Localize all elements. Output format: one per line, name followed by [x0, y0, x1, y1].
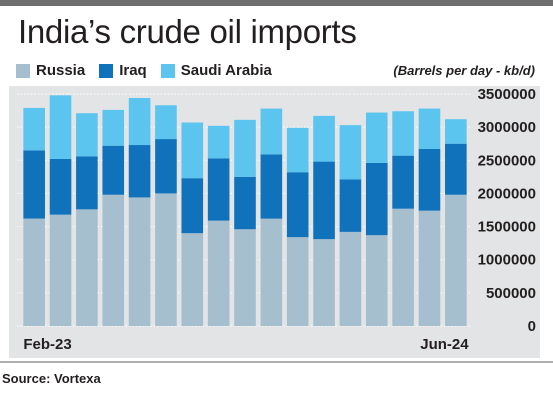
- x-tick-label: Feb-23: [23, 336, 71, 353]
- unit-note: (Barrels per day - kb/d): [393, 63, 535, 78]
- top-rule: [0, 0, 553, 6]
- bar-russia-may-23: [102, 194, 125, 326]
- bar-iraq-jun-24: [445, 143, 467, 195]
- bar-iraq-aug-23: [181, 178, 204, 234]
- bar-saudi-arabia-sep-23: [207, 125, 230, 159]
- y-tick-label: 0: [528, 318, 536, 335]
- legend-label-saudi-arabia: Saudi Arabia: [180, 62, 272, 79]
- legend-item-russia: Russia: [16, 62, 85, 79]
- bar-iraq-mar-24: [365, 162, 388, 236]
- legend-swatch-saudi-arabia: [160, 63, 175, 78]
- bar-russia-nov-23: [260, 218, 283, 326]
- bar-iraq-dec-23: [286, 172, 309, 238]
- bar-russia-sep-23: [207, 220, 230, 326]
- bar-russia-aug-23: [181, 233, 204, 326]
- legend-item-saudi-arabia: Saudi Arabia: [160, 62, 272, 79]
- bar-saudi-arabia-apr-24: [392, 111, 414, 156]
- bar-russia-jan-24: [313, 239, 335, 326]
- bar-russia-jul-23: [155, 193, 177, 326]
- y-axis-ticks: 0 500000 1000000 1500000 2000000 2500000 30000…: [478, 86, 536, 335]
- bar-russia-jun-24: [445, 194, 467, 326]
- bar-saudi-arabia-may-24: [418, 108, 441, 150]
- legend-swatch-iraq: [99, 63, 114, 78]
- bar-iraq-mar-23: [49, 158, 72, 215]
- y-tick-label: 1500000: [478, 219, 536, 236]
- legend-label-russia: Russia: [36, 62, 86, 79]
- y-tick-label: 3500000: [478, 86, 536, 103]
- y-tick-label: 1000000: [478, 252, 536, 269]
- y-tick-label: 2500000: [478, 152, 536, 169]
- bar-iraq-feb-24: [339, 179, 362, 232]
- y-tick-label: 500000: [486, 285, 536, 302]
- bar-russia-feb-24: [339, 231, 362, 326]
- legend-label-iraq: Iraq: [119, 62, 147, 79]
- bar-iraq-apr-24: [392, 155, 414, 209]
- bar-saudi-arabia-feb-23: [23, 107, 45, 151]
- bar-saudi-arabia-may-23: [102, 109, 125, 146]
- bar-russia-apr-23: [76, 209, 98, 326]
- bar-iraq-feb-23: [23, 150, 45, 219]
- bars: [23, 95, 467, 326]
- bar-russia-dec-23: [286, 237, 309, 326]
- bar-iraq-jun-23: [128, 145, 151, 198]
- bar-saudi-arabia-mar-23: [49, 95, 72, 159]
- bar-saudi-arabia-nov-23: [260, 108, 283, 155]
- bar-saudi-arabia-oct-23: [234, 119, 256, 177]
- bar-iraq-jul-23: [155, 139, 177, 194]
- bar-saudi-arabia-dec-23: [286, 127, 309, 173]
- bar-iraq-may-24: [418, 149, 441, 211]
- source-note: Source: Vortexa: [2, 371, 101, 386]
- bar-iraq-sep-23: [207, 158, 230, 221]
- legend-swatch-russia: [16, 63, 30, 78]
- bar-russia-jun-23: [128, 197, 151, 326]
- legend-item-iraq: Iraq: [99, 62, 147, 79]
- chart-title: India’s crude oil imports: [18, 13, 357, 50]
- bar-russia-feb-23: [23, 218, 45, 326]
- y-tick-label: 2000000: [478, 185, 536, 202]
- stacked-bar-chart: 0 500000 1000000 1500000 2000000 2500000 30000…: [17, 86, 536, 353]
- bottom-rule: [0, 361, 553, 363]
- bar-russia-mar-23: [49, 214, 72, 326]
- x-axis-labels: Feb-23 Jun-24: [23, 336, 469, 353]
- bar-saudi-arabia-feb-24: [339, 125, 362, 180]
- bar-iraq-jan-24: [313, 161, 335, 240]
- bar-saudi-arabia-mar-24: [365, 112, 388, 163]
- bar-russia-oct-23: [234, 229, 256, 326]
- bar-saudi-arabia-jun-23: [128, 97, 151, 146]
- bar-iraq-apr-23: [76, 156, 98, 210]
- bar-saudi-arabia-aug-23: [181, 122, 204, 179]
- y-tick-label: 3000000: [478, 119, 536, 136]
- bar-saudi-arabia-jan-24: [313, 115, 335, 162]
- bar-saudi-arabia-apr-23: [76, 113, 98, 157]
- bar-saudi-arabia-jun-24: [445, 119, 467, 144]
- x-tick-label: Jun-24: [420, 336, 469, 353]
- legend: Russia Iraq Saudi Arabia: [16, 62, 286, 79]
- bar-russia-may-24: [418, 210, 441, 326]
- bar-russia-mar-24: [365, 235, 388, 326]
- bar-russia-apr-24: [392, 208, 414, 326]
- bar-iraq-oct-23: [234, 176, 256, 230]
- bar-saudi-arabia-jul-23: [155, 105, 177, 140]
- chart-panel: 0 500000 1000000 1500000 2000000 2500000 30000…: [9, 86, 540, 358]
- bar-iraq-nov-23: [260, 154, 283, 219]
- bar-iraq-may-23: [102, 145, 125, 195]
